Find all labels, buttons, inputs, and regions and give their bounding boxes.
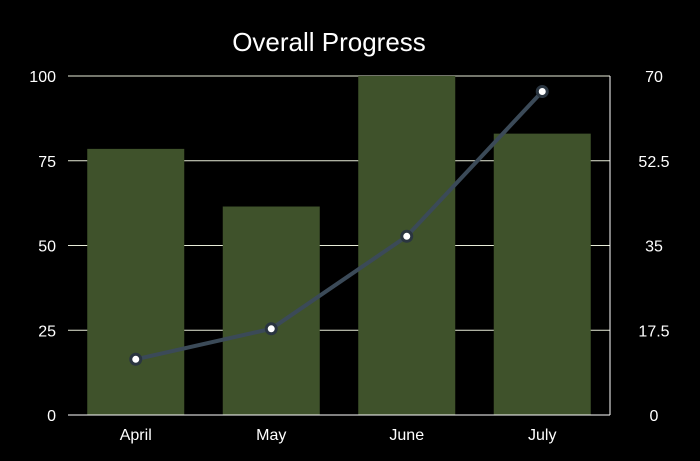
x-tick-label: June (389, 427, 424, 444)
chart-title: Overall Progress (232, 27, 426, 57)
line-point (535, 84, 549, 98)
line-point (400, 229, 414, 243)
left-y-tick-label: 0 (47, 408, 56, 425)
right-y-tick-label: 70 (645, 69, 663, 86)
left-y-tick-labels: 0 25 50 75 100 (29, 69, 56, 425)
right-y-tick-label: 17.5 (638, 323, 669, 340)
x-tick-label: July (528, 427, 556, 444)
x-tick-label: May (256, 427, 286, 444)
line-series (129, 84, 549, 366)
bar (493, 133, 591, 415)
left-y-tick-label: 100 (29, 69, 56, 86)
bar-series (87, 76, 591, 415)
right-y-tick-label: 0 (650, 408, 659, 425)
x-tick-label: April (120, 427, 152, 444)
left-y-tick-label: 50 (38, 239, 56, 256)
line-point (129, 352, 143, 366)
line-path (135, 90, 544, 362)
left-y-tick-label: 25 (38, 323, 56, 340)
left-y-tick-label: 75 (38, 154, 56, 171)
right-y-tick-label: 35 (645, 239, 663, 256)
bar (87, 148, 185, 415)
right-y-tick-label: 52.5 (638, 154, 669, 171)
bar (222, 206, 320, 415)
bar (358, 76, 456, 415)
axes (68, 76, 611, 416)
x-tick-labels: April May June July (120, 427, 557, 444)
line-point (264, 322, 278, 336)
right-y-tick-labels: 0 17.5 35 52.5 70 (638, 69, 669, 425)
